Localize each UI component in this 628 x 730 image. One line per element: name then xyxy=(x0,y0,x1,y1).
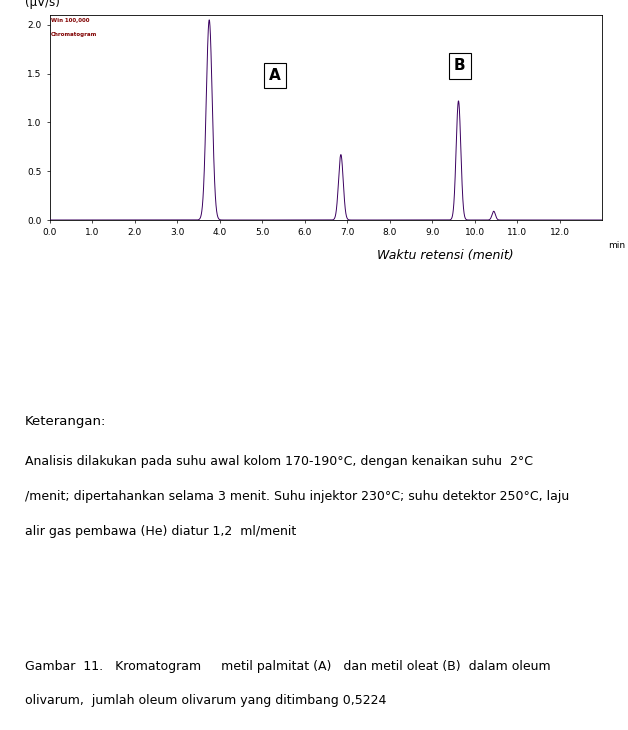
Text: Gambar  11.   Kromatogram     metil palmitat (A)   dan metil oleat (B)  dalam ol: Gambar 11. Kromatogram metil palmitat (A… xyxy=(25,660,551,673)
Text: Keterangan:: Keterangan: xyxy=(25,415,107,428)
Text: Waktu retensi (menit): Waktu retensi (menit) xyxy=(377,249,514,262)
Text: Win 100,000: Win 100,000 xyxy=(50,18,89,23)
Text: A: A xyxy=(269,68,281,83)
Text: /menit; dipertahankan selama 3 menit. Suhu injektor 230°C; suhu detektor 250°C, : /menit; dipertahankan selama 3 menit. Su… xyxy=(25,490,570,503)
Text: Chromatogram: Chromatogram xyxy=(50,32,97,37)
Text: min: min xyxy=(609,242,625,250)
Text: alir gas pembawa (He) diatur 1,2  ml/menit: alir gas pembawa (He) diatur 1,2 ml/meni… xyxy=(25,525,296,538)
Text: (μV/s): (μV/s) xyxy=(25,0,60,9)
Text: B: B xyxy=(454,58,465,73)
Text: olivarum,  jumlah oleum olivarum yang ditimbang 0,5224: olivarum, jumlah oleum olivarum yang dit… xyxy=(25,694,386,707)
Text: Analisis dilakukan pada suhu awal kolom 170-190°C, dengan kenaikan suhu  2°C: Analisis dilakukan pada suhu awal kolom … xyxy=(25,455,533,468)
